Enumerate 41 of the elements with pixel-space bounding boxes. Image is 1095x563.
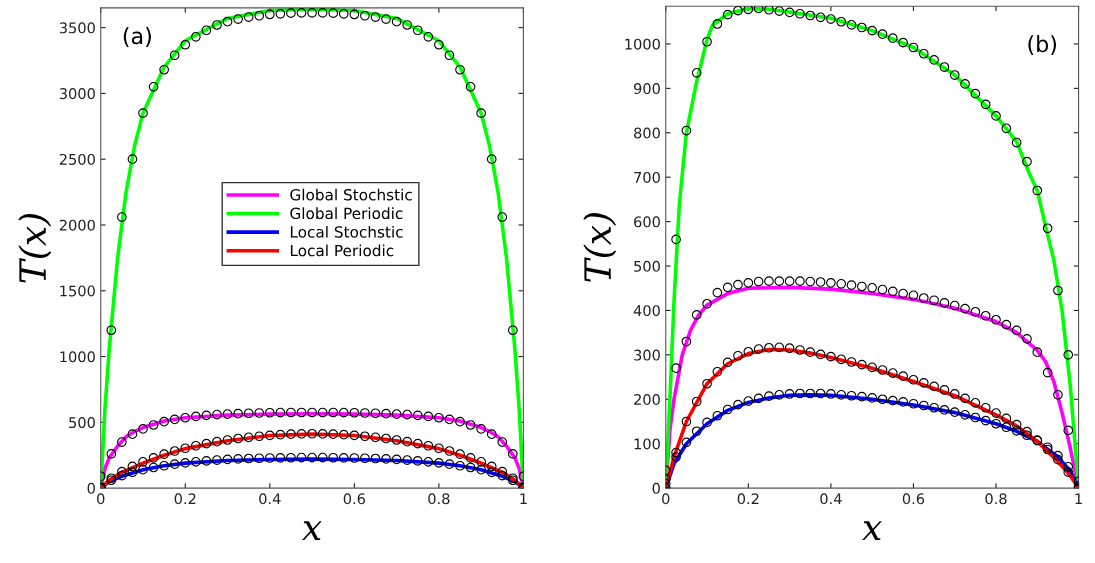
y-tick-label: 0 xyxy=(87,482,95,494)
y-tick-label: 1000 xyxy=(60,351,95,363)
legend-label: Global Periodic xyxy=(290,207,403,220)
y-tick-label: 0 xyxy=(652,482,660,494)
y-tick-label: 200 xyxy=(634,394,660,406)
x-tick-label: 0 xyxy=(662,493,670,505)
x-tick-label: 0.8 xyxy=(985,493,1007,505)
y-tick-label: 3000 xyxy=(59,88,95,100)
x-tick-label: 0.2 xyxy=(174,493,196,505)
x-tick-label: 1 xyxy=(1075,493,1082,505)
legend-label: Local Periodic xyxy=(290,244,394,257)
y-tick-label: 900 xyxy=(633,83,660,95)
y-tick-label: 3500 xyxy=(59,22,95,34)
annotation: (b) xyxy=(1028,35,1057,55)
y-tick-label: 500 xyxy=(634,260,660,272)
y-tick-label: 500 xyxy=(69,417,95,429)
y-tick-label: 300 xyxy=(634,349,660,361)
y-axis-title: T(x) xyxy=(18,213,52,283)
y-tick-label: 2000 xyxy=(59,219,95,231)
x-tick-label: 0.4 xyxy=(820,493,842,505)
annotation: (a) xyxy=(123,27,151,47)
x-axis-title: x xyxy=(862,521,882,541)
y-tick-label: 700 xyxy=(634,171,660,183)
x-tick-label: 0.8 xyxy=(428,493,450,505)
y-tick-label: 2500 xyxy=(59,153,95,165)
y-tick-label: 800 xyxy=(634,127,660,139)
x-tick-label: 0 xyxy=(97,493,105,505)
y-tick-label: 1500 xyxy=(60,285,95,297)
y-tick-label: 400 xyxy=(633,305,660,317)
legend-label: Global Stochstic xyxy=(290,188,412,201)
y-tick-label: 100 xyxy=(634,438,660,450)
y-tick-label: 600 xyxy=(634,216,660,228)
legend-label: Local Stochstic xyxy=(290,225,403,238)
y-tick-label: 1000 xyxy=(625,38,660,50)
x-tick-label: 0.6 xyxy=(343,493,366,505)
y-axis-title: T(x) xyxy=(583,213,617,282)
x-tick-label: 0.4 xyxy=(259,493,281,505)
x-tick-label: 0.6 xyxy=(902,493,925,505)
x-tick-label: 0.2 xyxy=(737,493,759,505)
x-tick-label: 1 xyxy=(520,493,527,505)
x-axis-title: x xyxy=(302,521,322,541)
